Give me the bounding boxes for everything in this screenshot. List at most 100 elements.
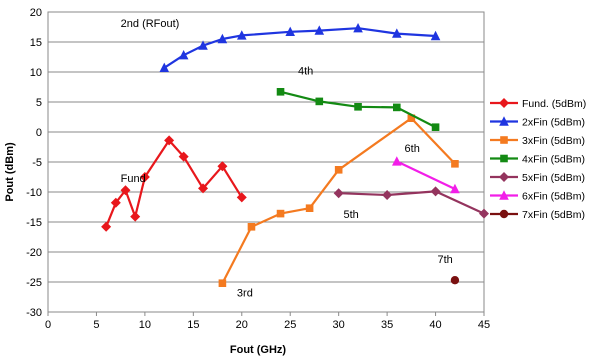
y-tick-label: -5 <box>32 157 42 169</box>
series-line <box>396 160 456 190</box>
plot-area-frame <box>47 11 485 313</box>
gridlines <box>48 11 484 313</box>
legend-item: 3xFin (5dBm) <box>490 135 585 147</box>
series-line <box>163 27 436 69</box>
data-point <box>430 186 441 197</box>
x-tick-label: 20 <box>236 319 248 331</box>
data-point <box>450 183 460 194</box>
legend-item: 4xFin (5dBm) <box>490 154 585 166</box>
y-tick-label: -20 <box>26 247 42 259</box>
data-point <box>479 208 489 219</box>
data-point <box>198 183 209 194</box>
y-tick-label: -25 <box>26 277 42 289</box>
series-group <box>101 23 489 287</box>
x-tick-labels: 0 5 10 15 20 25 30 35 40 45 <box>45 312 490 331</box>
legend-marker <box>499 172 509 182</box>
data-point <box>164 135 175 146</box>
legend-item: 5xFin (5dBm) <box>490 172 585 184</box>
series-2 <box>159 23 441 72</box>
data-point <box>430 30 441 41</box>
x-tick-label: 25 <box>284 319 296 331</box>
data-point <box>120 185 131 196</box>
data-point <box>285 26 296 36</box>
series-line <box>338 190 485 215</box>
legend-marker <box>499 116 509 126</box>
series-4 <box>276 88 440 131</box>
annotation-label: 4th <box>298 65 313 77</box>
annotation-label: 6th <box>405 143 420 155</box>
x-tick-label: 5 <box>93 319 99 331</box>
data-point <box>217 33 228 44</box>
data-point <box>354 103 362 111</box>
data-point <box>276 209 285 218</box>
series-7 <box>450 276 460 285</box>
data-point <box>159 62 170 72</box>
data-point <box>392 156 402 166</box>
legend-marker <box>499 190 509 200</box>
data-point <box>178 50 189 60</box>
y-tick-label: 20 <box>30 7 42 19</box>
plot-border <box>47 11 485 313</box>
series-line <box>105 139 243 228</box>
y-tick-label: -10 <box>26 187 42 199</box>
y-tick-label: 5 <box>36 97 42 109</box>
legend-label: 4xFin (5dBm) <box>522 154 585 166</box>
data-point <box>198 40 208 50</box>
x-tick-label: 45 <box>478 319 490 331</box>
data-point <box>236 192 247 203</box>
legend-item: 2xFin (5dBm) <box>490 116 585 129</box>
data-point <box>139 172 150 182</box>
data-point <box>334 166 343 174</box>
annotations: 2nd (RFout) 4th 6th Fund 5th 3rd 7th <box>121 18 453 299</box>
data-point <box>431 123 440 131</box>
legend-label: 5xFin (5dBm) <box>522 172 585 184</box>
y-tick-labels: -30 -25 -20 -15 -10 -5 0 5 10 15 20 <box>26 7 42 319</box>
y-axis-label: Pout (dBm) <box>4 142 16 202</box>
y-tick-label: -15 <box>26 217 42 229</box>
series-6 <box>392 156 460 194</box>
series-1 <box>101 135 247 232</box>
data-point <box>305 204 314 212</box>
y-tick-label: 10 <box>30 67 42 79</box>
data-point <box>333 188 344 199</box>
x-tick-label: 30 <box>333 319 345 331</box>
data-point <box>382 190 393 200</box>
legend-marker <box>499 98 509 108</box>
x-tick-label: 35 <box>381 319 393 331</box>
legend-marker <box>500 154 508 163</box>
data-point <box>276 88 285 96</box>
data-point <box>247 223 256 231</box>
legend-label: 7xFin (5dBm) <box>522 209 585 221</box>
data-point <box>101 221 112 232</box>
data-point <box>178 151 189 162</box>
data-point <box>353 23 363 33</box>
y-tick-label: 15 <box>30 37 42 49</box>
data-point <box>392 28 402 38</box>
y-tick-label: 0 <box>36 127 42 139</box>
legend-item: Fund. (5dBm) <box>490 98 586 110</box>
annotation-label: 2nd (RFout) <box>121 18 180 30</box>
legend-label: 6xFin (5dBm) <box>522 191 585 203</box>
data-point <box>393 103 401 112</box>
data-point <box>451 160 459 168</box>
data-point <box>217 161 228 172</box>
annotation-label: 7th <box>437 254 452 266</box>
legend-marker <box>499 209 509 219</box>
data-point <box>236 30 247 40</box>
series-5 <box>333 186 489 219</box>
series-3 <box>218 114 459 287</box>
data-point <box>218 279 227 287</box>
x-axis-label: Fout (GHz) <box>230 344 287 356</box>
data-point <box>130 211 141 222</box>
data-point <box>450 276 460 285</box>
x-tick-label: 15 <box>187 319 199 331</box>
x-tick-label: 0 <box>45 319 51 331</box>
legend: Fund. (5dBm) 2xFin (5dBm) 3xFin (5dBm) 4xFi… <box>490 98 586 221</box>
data-point <box>315 97 324 106</box>
data-point <box>407 114 416 122</box>
x-tick-label: 40 <box>429 319 441 331</box>
legend-marker <box>500 136 508 144</box>
data-point <box>110 197 121 208</box>
legend-label: 3xFin (5dBm) <box>522 135 585 147</box>
